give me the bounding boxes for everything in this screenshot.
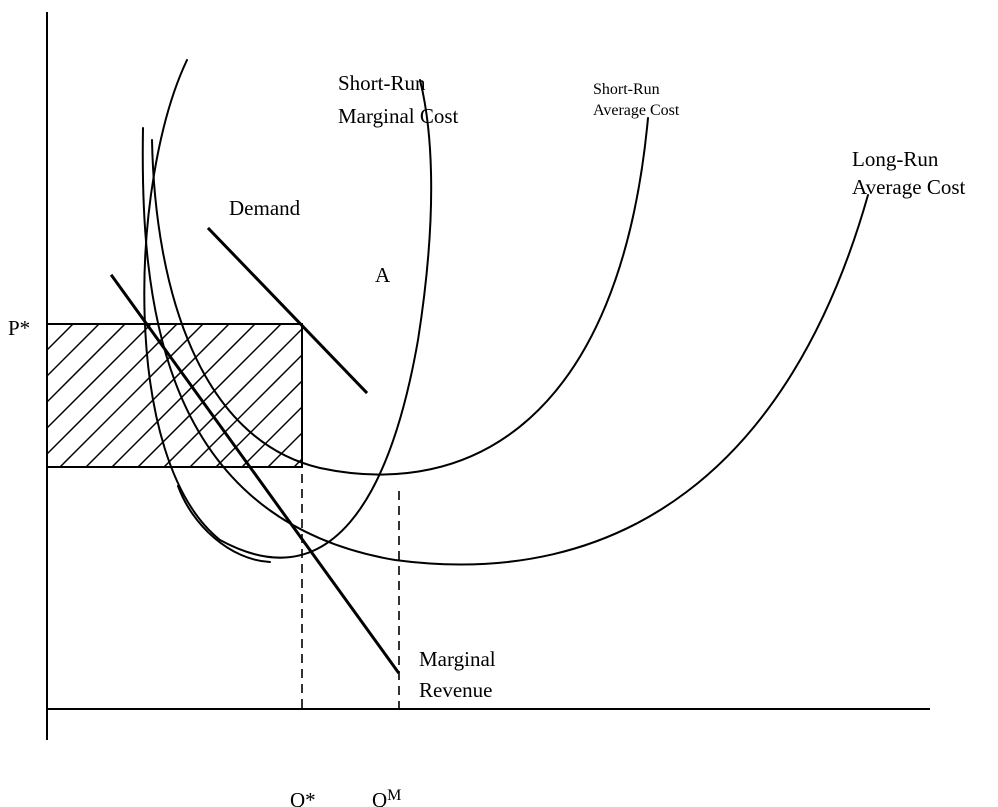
price-label: P* xyxy=(8,316,30,340)
hatch-line xyxy=(215,379,302,467)
short-run-average-cost-label-2: Average Cost xyxy=(593,102,680,119)
q-m-label-base: Q xyxy=(372,788,387,807)
hatch-line xyxy=(267,431,302,467)
point-a-label: A xyxy=(375,263,391,287)
hatch-line xyxy=(47,324,48,326)
short-run-marginal-cost-label-2: Marginal Cost xyxy=(338,104,459,128)
q-star-label: Q* xyxy=(290,788,316,807)
demand-curve xyxy=(206,226,369,395)
hatch-line xyxy=(163,327,302,467)
hatch-line xyxy=(85,324,230,467)
hatch-line xyxy=(47,324,74,352)
long-run-average-cost-label-1: Long-Run xyxy=(852,147,939,171)
short-run-average-cost-curve xyxy=(151,117,649,476)
q-m-label: QM xyxy=(372,787,401,807)
hatch-line xyxy=(47,324,152,430)
demand-label: Demand xyxy=(229,196,301,220)
short-run-average-cost-label-1: Short-Run xyxy=(593,81,660,98)
short-run-marginal-cost-label-1: Short-Run xyxy=(338,71,426,95)
hatch-line xyxy=(47,324,126,404)
hatch-line xyxy=(189,353,302,467)
marginal-revenue-curve xyxy=(109,273,401,675)
hatch-line xyxy=(293,457,302,467)
hatch-line xyxy=(59,324,204,467)
short-run-marginal-cost-lower-arm xyxy=(177,485,271,563)
hatch-line xyxy=(111,324,256,467)
hatch-line xyxy=(47,324,100,378)
hatch-line xyxy=(137,324,282,467)
marginal-revenue-label-1: Marginal xyxy=(419,647,496,671)
long-run-average-cost-label-2: Average Cost xyxy=(852,175,965,199)
short-run-marginal-cost-curve xyxy=(143,59,433,559)
q-m-label-superscript: M xyxy=(387,787,401,804)
long-run-average-cost-curve xyxy=(141,127,869,566)
hatch-line xyxy=(241,405,302,467)
marginal-revenue-label-2: Revenue xyxy=(419,678,492,702)
hatch-line xyxy=(47,324,178,456)
profit-area xyxy=(46,323,303,468)
